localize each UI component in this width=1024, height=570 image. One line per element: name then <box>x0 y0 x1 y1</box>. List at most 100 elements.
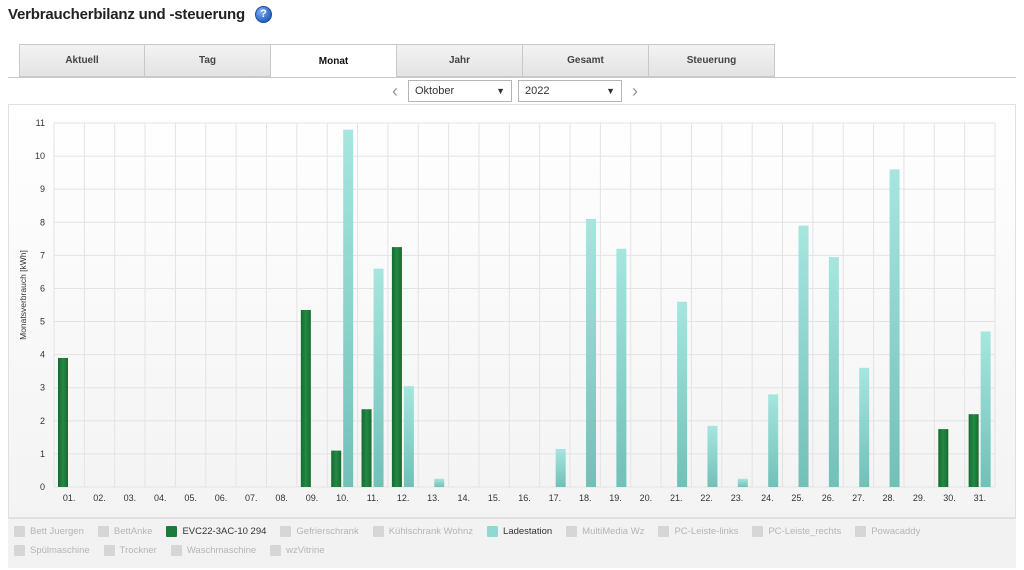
legend-item[interactable]: BettAnke <box>97 525 153 538</box>
legend-item[interactable]: Ladestation <box>487 525 552 538</box>
legend-swatch <box>97 526 109 537</box>
bar-ladestation <box>768 394 779 487</box>
legend-label: PC-Leiste_rechts <box>768 526 842 537</box>
tab-jahr[interactable]: Jahr <box>397 44 523 77</box>
y-tick-label: 2 <box>40 416 45 426</box>
x-tick-label: 29. <box>913 493 926 503</box>
x-tick-label: 28. <box>883 493 896 503</box>
legend-label: Ladestation <box>503 526 553 537</box>
x-tick-label: 11. <box>367 493 379 503</box>
tab-steuerung[interactable]: Steuerung <box>649 44 775 77</box>
tab-bar: Aktuell Tag Monat Jahr Gesamt Steuerung <box>19 44 775 78</box>
bar-ladestation <box>586 218 597 488</box>
chevron-left-icon[interactable]: ‹ <box>392 80 398 101</box>
tab-gesamt[interactable]: Gesamt <box>523 44 649 77</box>
legend-swatch <box>372 526 384 537</box>
y-tick-label: 1 <box>40 449 45 459</box>
legend-item[interactable]: PC-Leiste_rechts <box>752 525 841 538</box>
y-tick-label: 4 <box>40 350 45 360</box>
legend-item[interactable]: Kühlschrank Wohnz <box>372 525 473 538</box>
x-tick-label: 02. <box>93 493 106 503</box>
legend-swatch <box>14 545 25 556</box>
tab-aktuell[interactable]: Aktuell <box>19 44 145 77</box>
legend-item[interactable]: Bett Juergen <box>14 525 84 538</box>
x-tick-label: 24. <box>761 493 774 503</box>
y-tick-label: 11 <box>36 118 45 128</box>
legend-label: EVC22-3AC-10 294 <box>182 526 267 537</box>
bar-evc22 <box>361 409 372 487</box>
x-tick-label: 13. <box>427 493 440 503</box>
legend-swatch <box>170 545 182 556</box>
legend-swatch <box>103 545 115 556</box>
x-tick-label: 27. <box>852 493 865 503</box>
x-tick-label: 26. <box>822 493 835 503</box>
legend-item[interactable]: Gefrierschrank <box>280 525 359 538</box>
legend-item[interactable]: Trockner <box>103 544 157 557</box>
legend-swatch <box>566 526 578 537</box>
month-select[interactable]: Oktober ▼ <box>408 80 512 102</box>
bar-ladestation <box>373 268 384 487</box>
x-tick-label: 30. <box>943 493 956 503</box>
bar-ladestation <box>555 448 566 487</box>
legend-swatch <box>658 526 670 537</box>
x-tick-label: 17. <box>549 493 562 503</box>
x-tick-label: 21. <box>670 493 683 503</box>
bar-evc22 <box>968 414 979 487</box>
chevron-right-icon[interactable]: › <box>632 80 638 101</box>
legend-label: Spülmaschine <box>30 545 90 556</box>
month-select-value: Oktober <box>415 85 455 97</box>
legend-swatch <box>280 526 292 537</box>
x-tick-label: 05. <box>184 493 197 503</box>
y-tick-label: 9 <box>40 184 45 194</box>
x-tick-label: 03. <box>124 493 137 503</box>
x-tick-label: 04. <box>154 493 167 503</box>
tab-monat[interactable]: Monat <box>271 44 397 78</box>
bar-evc22 <box>391 247 402 487</box>
bar-ladestation <box>980 331 991 487</box>
legend-item[interactable]: PC-Leiste-links <box>658 525 738 538</box>
legend-item[interactable]: wzVitrine <box>270 544 325 557</box>
y-tick-label: 10 <box>35 151 45 161</box>
x-tick-label: 14. <box>458 493 471 503</box>
legend-swatch <box>166 526 178 537</box>
x-tick-label: 20. <box>640 493 653 503</box>
chart-legend: Bett Juergen BettAnke EVC22-3AC-10 294 Gefr… <box>8 518 1016 568</box>
help-icon[interactable]: ? <box>254 5 272 23</box>
year-select[interactable]: 2022 ▼ <box>518 80 622 102</box>
x-tick-label: 07. <box>245 493 258 503</box>
y-tick-label: 5 <box>40 317 45 327</box>
y-axis-label: Monatsverbrauch [kWh] <box>18 250 28 340</box>
bar-evc22 <box>938 429 949 487</box>
bar-evc22 <box>300 309 311 487</box>
page-header: Verbraucherbilanz und -steuerung ? <box>8 4 272 24</box>
x-tick-label: 19. <box>609 493 622 503</box>
x-tick-label: 12. <box>397 493 410 503</box>
tab-tag[interactable]: Tag <box>145 44 271 77</box>
legend-item[interactable]: MultiMedia Wz <box>566 525 644 538</box>
legend-swatch <box>14 526 25 537</box>
bar-ladestation <box>707 425 718 487</box>
legend-item[interactable]: EVC22-3AC-10 294 <box>166 525 266 538</box>
legend-label: Powacaddy <box>871 526 921 537</box>
chevron-down-icon: ▼ <box>606 86 615 96</box>
x-tick-label: 15. <box>488 493 501 503</box>
bar-ladestation <box>616 248 627 487</box>
legend-label: BettAnke <box>113 526 153 537</box>
legend-swatch <box>487 526 499 537</box>
x-tick-label: 16. <box>518 493 531 503</box>
legend-label: Bett Juergen <box>30 526 84 537</box>
legend-item[interactable]: Waschmaschine <box>170 544 257 557</box>
legend-label: Waschmaschine <box>186 545 257 556</box>
legend-label: wzVitrine <box>286 545 325 556</box>
legend-swatch <box>855 526 867 537</box>
bar-evc22 <box>58 357 68 487</box>
legend-item[interactable]: Spülmaschine <box>14 544 90 557</box>
page-title: Verbraucherbilanz und -steuerung <box>8 5 245 23</box>
y-tick-label: 3 <box>40 383 45 393</box>
chart-canvas: 0 1 2 3 4 5 6 7 8 9 10 11 01. 02. 03. 04. 05. 06. 07. 08. 09… <box>18 118 996 503</box>
legend-swatch <box>752 526 764 537</box>
legend-item[interactable]: Powacaddy <box>855 525 920 538</box>
legend-label: Gefrierschrank <box>296 526 359 537</box>
x-tick-label: 23. <box>731 493 744 503</box>
x-tick-label: 25. <box>791 493 804 503</box>
